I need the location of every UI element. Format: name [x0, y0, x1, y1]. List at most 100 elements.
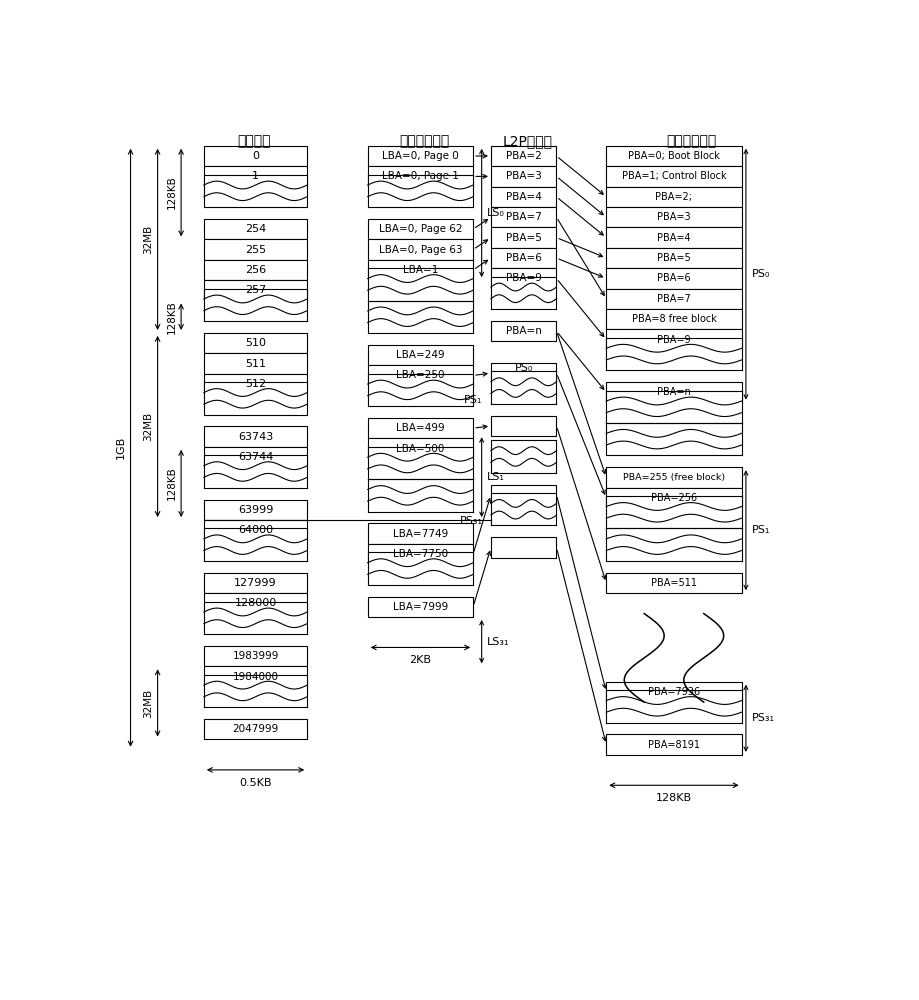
Bar: [368, 597, 473, 617]
Bar: [491, 277, 557, 309]
Bar: [204, 719, 307, 739]
Bar: [204, 426, 307, 447]
Text: PBA=n: PBA=n: [505, 326, 541, 336]
Text: 255: 255: [245, 245, 267, 255]
Text: 128KB: 128KB: [656, 793, 692, 803]
Bar: [204, 593, 307, 614]
Bar: [491, 248, 557, 268]
Bar: [491, 485, 557, 505]
Text: PBA=9: PBA=9: [657, 335, 691, 345]
Bar: [368, 219, 473, 239]
Text: PBA=6: PBA=6: [657, 273, 691, 283]
Bar: [368, 166, 473, 187]
Text: 1984000: 1984000: [233, 672, 278, 682]
Bar: [368, 268, 473, 301]
Bar: [204, 447, 307, 467]
Bar: [491, 371, 557, 404]
Text: PBA=5: PBA=5: [657, 253, 691, 263]
Text: 2047999: 2047999: [233, 724, 278, 734]
Text: PBA=3: PBA=3: [657, 212, 691, 222]
Bar: [204, 455, 307, 488]
Text: LBA=7749: LBA=7749: [392, 529, 448, 539]
Bar: [491, 146, 557, 166]
Text: 0.5KB: 0.5KB: [239, 778, 272, 788]
Bar: [204, 382, 307, 415]
Text: PBA=3: PBA=3: [505, 171, 541, 181]
Text: PBA=255 (free block): PBA=255 (free block): [623, 473, 725, 482]
Text: PBA=2: PBA=2: [505, 151, 541, 161]
Text: LS₁: LS₁: [487, 472, 505, 482]
Bar: [607, 488, 742, 508]
Bar: [368, 345, 473, 365]
Text: 510: 510: [245, 338, 266, 348]
Text: 512: 512: [245, 379, 267, 389]
Bar: [607, 146, 742, 166]
Text: 127999: 127999: [234, 578, 277, 588]
Text: LBA=1: LBA=1: [403, 265, 438, 275]
Text: PBA=7: PBA=7: [505, 212, 541, 222]
Text: PBA=9: PBA=9: [505, 273, 541, 283]
Bar: [204, 260, 307, 280]
Bar: [607, 227, 742, 248]
Bar: [607, 382, 742, 403]
Bar: [204, 175, 307, 207]
Bar: [607, 391, 742, 423]
Text: 128000: 128000: [234, 598, 277, 608]
Bar: [607, 496, 742, 528]
Bar: [491, 227, 557, 248]
Bar: [607, 467, 742, 488]
Text: 511: 511: [245, 359, 266, 369]
Text: 128KB: 128KB: [167, 467, 176, 500]
Text: LBA=250: LBA=250: [396, 370, 445, 380]
Bar: [607, 682, 742, 702]
Text: PBA=5: PBA=5: [505, 233, 541, 243]
Bar: [607, 734, 742, 755]
Bar: [607, 248, 742, 268]
Text: PS₁: PS₁: [464, 395, 482, 405]
Bar: [368, 418, 473, 438]
Bar: [368, 146, 473, 166]
Bar: [204, 333, 307, 353]
Text: LBA=0, Page 62: LBA=0, Page 62: [379, 224, 462, 234]
Text: PBA=256: PBA=256: [651, 493, 697, 503]
Text: PS₃₁: PS₃₁: [460, 516, 482, 526]
Bar: [607, 268, 742, 289]
Bar: [204, 573, 307, 593]
Text: PS₀: PS₀: [515, 363, 533, 373]
Bar: [607, 166, 742, 187]
Bar: [491, 321, 557, 341]
Text: 254: 254: [245, 224, 267, 234]
Text: PBA=8191: PBA=8191: [648, 740, 700, 750]
Bar: [368, 479, 473, 512]
Text: 实体区块地址: 实体区块地址: [666, 135, 717, 149]
Text: LBA=499: LBA=499: [396, 423, 445, 433]
Bar: [368, 447, 473, 479]
Text: 63744: 63744: [238, 452, 273, 462]
Text: 逻辑地址: 逻辑地址: [237, 135, 270, 149]
Text: 64000: 64000: [238, 525, 273, 535]
Bar: [368, 552, 473, 585]
Bar: [204, 289, 307, 321]
Bar: [491, 493, 557, 525]
Bar: [204, 528, 307, 561]
Bar: [491, 187, 557, 207]
Bar: [368, 523, 473, 544]
Text: LBA=0, Page 1: LBA=0, Page 1: [382, 171, 459, 181]
Text: LBA=0, Page 63: LBA=0, Page 63: [379, 245, 462, 255]
Text: LBA=7750: LBA=7750: [392, 549, 448, 559]
Bar: [204, 646, 307, 666]
Bar: [368, 301, 473, 333]
Bar: [491, 537, 557, 558]
Bar: [491, 268, 557, 289]
Text: 0: 0: [252, 151, 259, 161]
Text: PBA=n: PBA=n: [657, 387, 691, 397]
Text: LBA=500: LBA=500: [396, 444, 445, 454]
Bar: [204, 666, 307, 687]
Text: 2KB: 2KB: [410, 655, 431, 665]
Bar: [607, 309, 742, 329]
Text: 32MB: 32MB: [143, 412, 153, 441]
Bar: [368, 175, 473, 207]
Bar: [204, 602, 307, 634]
Bar: [204, 500, 307, 520]
Text: PBA=4: PBA=4: [657, 233, 691, 243]
